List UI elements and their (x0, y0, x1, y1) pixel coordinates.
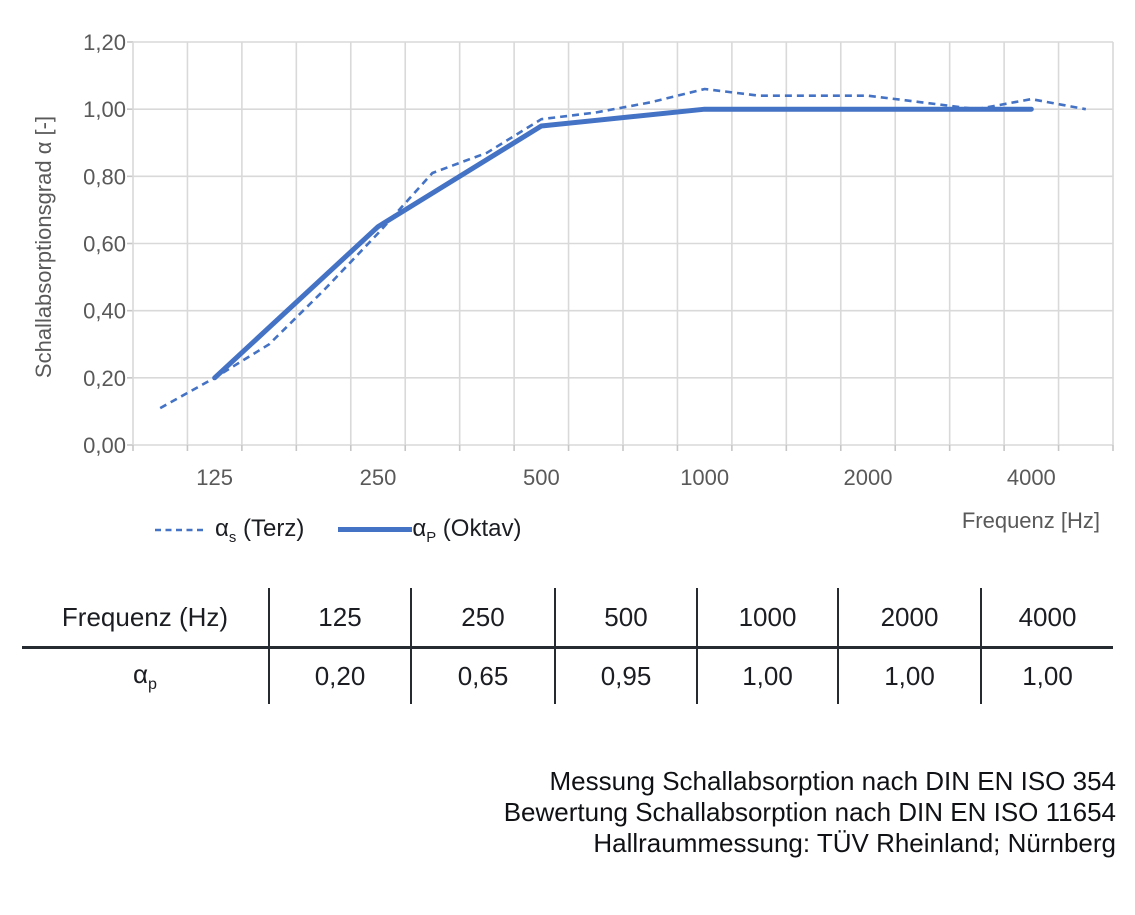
value-1000: 1,00 (696, 647, 838, 704)
value-500: 0,95 (554, 647, 697, 704)
value-125: 0,20 (268, 647, 411, 704)
header-frequenz: Frequenz (Hz) (22, 588, 269, 649)
y-tick-label: 1,00 (83, 97, 126, 122)
x-tick-label: 500 (523, 465, 560, 490)
absorption-chart: Schallabsorptionsgrad α [-] 1,20 1,00 0,80… (31, 30, 1114, 547)
header-1000: 1000 (696, 588, 838, 649)
legend-item-terz: αs (Terz) (155, 514, 305, 546)
header-2000: 2000 (837, 588, 981, 649)
table-value-row: αp 0,20 0,65 0,95 1,00 1,00 1,00 (22, 647, 1113, 704)
y-tick-label: 0,80 (83, 164, 126, 189)
y-tick-label: 0,00 (83, 433, 126, 458)
header-500: 500 (554, 588, 697, 649)
measurement-caption: Messung Schallabsorption nach DIN EN ISO… (504, 766, 1116, 859)
value-4000: 1,00 (980, 647, 1113, 704)
y-tick-label: 0,20 (83, 366, 126, 391)
caption-line-2: Bewertung Schallabsorption nach DIN EN I… (503, 797, 1116, 827)
value-2000: 1,00 (837, 647, 981, 704)
legend-item-oktav: αP (Oktav) (338, 514, 522, 546)
x-tick-label: 250 (360, 465, 397, 490)
chart-legend: αs (Terz) αP (Oktav) (155, 513, 521, 547)
y-tick-label: 0,60 (83, 232, 126, 257)
header-250: 250 (410, 588, 555, 649)
x-tick-label: 4000 (1007, 465, 1056, 490)
caption-line-1: Messung Schallabsorption nach DIN EN ISO… (549, 766, 1116, 796)
header-125: 125 (268, 588, 411, 649)
legend-label-oktav: αP (Oktav) (412, 514, 522, 546)
table-header-row: Frequenz (Hz) 125 250 500 1000 2000 4000 (22, 588, 1113, 649)
series-terz-line (159, 87, 1087, 410)
x-tick-label: 2000 (844, 465, 893, 490)
y-tick-label: 1,20 (83, 30, 126, 55)
alpha-p-label: αp (133, 658, 157, 694)
solid-line-swatch (338, 527, 413, 533)
x-tick-label: 1000 (680, 465, 729, 490)
absorption-values-table: Frequenz (Hz) 125 250 500 1000 2000 4000… (22, 588, 1113, 704)
caption-line-3: Hallraummessung: TÜV Rheinland; Nürnberg (593, 828, 1116, 858)
y-tick-label: 0,40 (83, 299, 126, 324)
value-250: 0,65 (410, 647, 555, 704)
header-4000: 4000 (980, 588, 1113, 649)
x-tick-label: 125 (196, 465, 233, 490)
series-oktav-line (212, 106, 1034, 381)
legend-label-terz: αs (Terz) (215, 514, 305, 546)
chart-canvas: 1,20 1,00 0,80 0,60 0,40 0,20 0,00 125 250 500 100… (83, 30, 1114, 490)
dashed-line-swatch (155, 528, 207, 532)
x-axis-title: Frequenz [Hz] (961, 508, 1100, 533)
